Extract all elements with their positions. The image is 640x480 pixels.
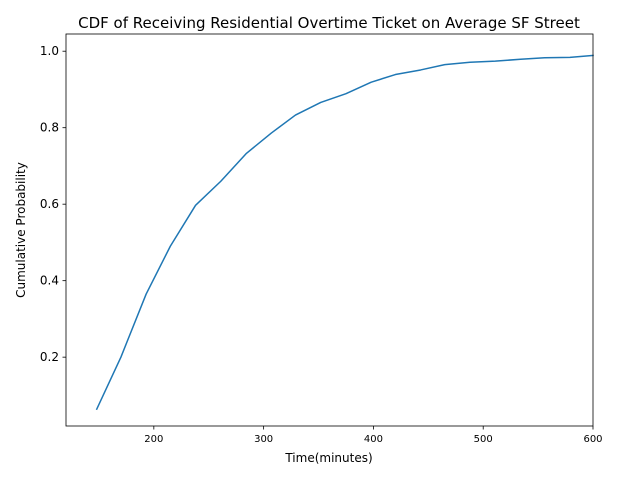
y-tick-label: 1.0	[40, 44, 59, 58]
series-line-0	[95, 54, 594, 411]
x-axis-ticks: 200 300 400 500 600	[144, 426, 603, 445]
y-axis-ticks: 0.2 0.4 0.6 0.8 1.0	[40, 44, 66, 364]
x-tick-label: 300	[254, 434, 273, 445]
x-tick-label: 200	[144, 434, 163, 445]
y-tick-label: 0.8	[40, 121, 59, 135]
y-tick-label: 0.2	[40, 350, 59, 364]
y-tick-label: 0.4	[40, 274, 59, 288]
x-axis-label: Time(minutes)	[284, 451, 372, 465]
x-tick-label: 400	[364, 434, 383, 445]
x-tick-label: 600	[583, 434, 602, 445]
y-axis-label: Cumulative Probability	[14, 162, 28, 298]
axes-frame	[65, 33, 594, 427]
y-tick-label: 0.6	[40, 197, 59, 211]
chart-title: CDF of Receiving Residential Overtime Ti…	[78, 14, 580, 32]
plot-area	[95, 54, 594, 411]
x-tick-label: 500	[474, 434, 493, 445]
